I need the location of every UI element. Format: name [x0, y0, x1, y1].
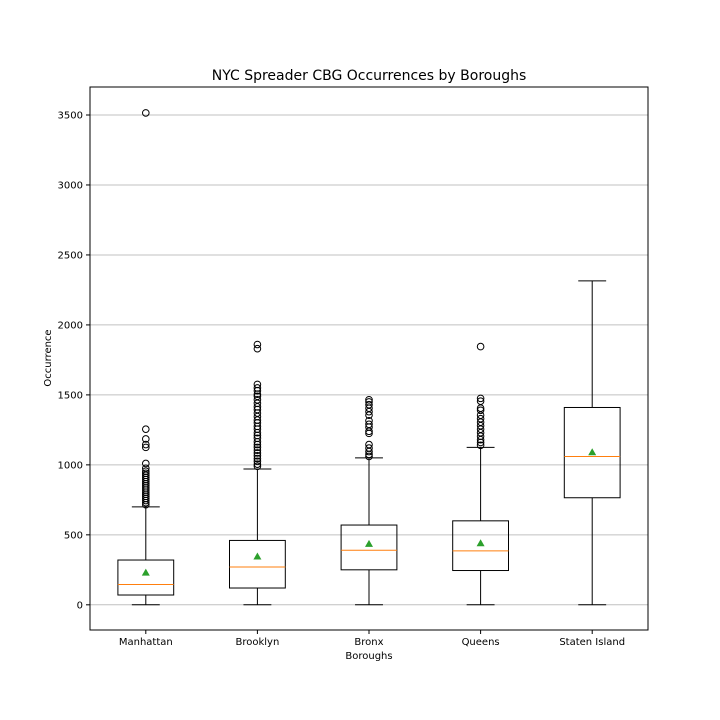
- outlier-point: [365, 447, 373, 456]
- y-tick-label: 1500: [58, 390, 83, 401]
- x-tick-label: Brooklyn: [235, 637, 279, 648]
- iqr-box: [229, 539, 286, 589]
- outlier-point: [476, 406, 485, 415]
- outlier-point: [476, 435, 485, 444]
- x-axis-ticks: Manhattan Brooklyn Bronx Queens Staten Islan…: [119, 630, 625, 648]
- outlier-point: [476, 438, 485, 447]
- y-tick-label: 1000: [58, 460, 83, 471]
- outlier-point: [253, 451, 262, 460]
- outlier-point: [365, 450, 373, 459]
- chart-title: NYC Spreader CBG Occurrences by Boroughs: [212, 68, 527, 84]
- iqr-box: [117, 559, 175, 596]
- outlier-point: [253, 446, 262, 454]
- outlier-point: [253, 437, 262, 446]
- y-tick-label: 2500: [58, 250, 83, 261]
- outlier-point: [253, 390, 262, 398]
- outlier-point: [365, 407, 373, 416]
- box-group-manhattan: [117, 109, 175, 606]
- iqr-box: [563, 406, 621, 499]
- outlier-point: [365, 429, 373, 438]
- outlier-point: [365, 452, 373, 461]
- outlier-point: [253, 344, 262, 353]
- y-axis-label: Occurrence: [43, 329, 54, 386]
- y-tick-label: 2000: [58, 320, 83, 331]
- outlier-point: [476, 394, 485, 403]
- outlier-point: [142, 440, 150, 449]
- outlier-point: [365, 395, 373, 404]
- outlier-point: [253, 428, 262, 437]
- x-tick-label: Manhattan: [119, 637, 173, 648]
- outlier-point: [142, 425, 150, 433]
- box-group-queens: [452, 342, 510, 606]
- box-group-brooklyn: [229, 340, 286, 606]
- x-tick-label: Queens: [462, 637, 500, 648]
- x-tick-label: Staten Island: [559, 637, 625, 648]
- outlier-point: [253, 340, 262, 349]
- outlier-point: [142, 443, 150, 452]
- y-axis-ticks: 0 500 1000 1500 2000 2500 3000 3500: [58, 110, 90, 611]
- box-layer: [117, 109, 621, 606]
- outlier-point: [253, 449, 262, 457]
- y-tick-label: 3500: [58, 110, 83, 121]
- iqr-box: [340, 524, 398, 571]
- outlier-point: [253, 443, 262, 452]
- outlier-point: [253, 454, 262, 463]
- mean-marker: [253, 552, 262, 560]
- outlier-point: [253, 462, 262, 471]
- outlier-point: [476, 441, 485, 450]
- outlier-point: [142, 109, 150, 117]
- outlier-point: [365, 427, 373, 436]
- iqr-box: [452, 520, 510, 572]
- mean-marker: [365, 539, 373, 547]
- outlier-point: [142, 496, 150, 505]
- box-group-staten-island: [563, 280, 621, 606]
- y-tick-label: 500: [64, 530, 83, 541]
- y-tick-label: 3000: [58, 180, 83, 191]
- outlier-point: [476, 342, 485, 351]
- outlier-point: [365, 411, 373, 419]
- mean-marker: [588, 448, 597, 456]
- mean-marker: [141, 568, 150, 576]
- mean-marker: [476, 539, 485, 547]
- outlier-point: [253, 460, 262, 468]
- outlier-point: [142, 500, 150, 509]
- x-axis-label: Boroughs: [345, 651, 392, 662]
- outlier-point: [253, 457, 262, 466]
- outlier-point: [142, 459, 150, 468]
- outlier-point: [142, 498, 150, 507]
- outlier-point: [253, 440, 262, 449]
- outlier-point: [142, 435, 150, 443]
- outlier-point: [253, 386, 262, 395]
- y-tick-label: 0: [77, 600, 83, 611]
- box-group-bronx: [340, 395, 398, 606]
- x-tick-label: Bronx: [354, 637, 383, 648]
